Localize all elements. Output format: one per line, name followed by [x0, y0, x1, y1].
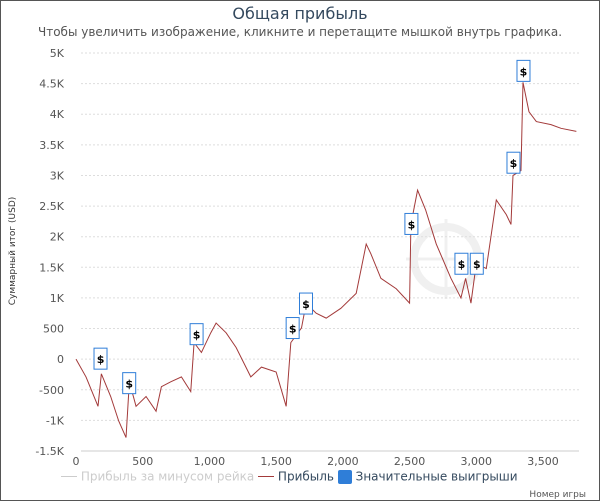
big-win-label: $	[520, 65, 528, 78]
big-win-marker	[469, 252, 484, 275]
legend-label: Прибыль	[277, 469, 334, 484]
y-tick-label: 4.5K	[39, 78, 64, 91]
y-axis-label: Суммарный итог (USD)	[8, 197, 18, 306]
x-tick-label: 2,000	[327, 455, 359, 468]
y-tick-label: 3K	[50, 169, 65, 182]
big-win-label: $	[302, 298, 310, 311]
y-tick-label: 2K	[50, 231, 65, 244]
legend-label: Прибыль за минусом рейка	[80, 469, 255, 484]
big-win-label: $	[193, 329, 201, 342]
legend: Прибыль за минусом рейка Прибыль Значите…	[61, 469, 518, 484]
y-tick-label: 1.5K	[39, 261, 64, 274]
y-tick-label: -1K	[46, 414, 65, 427]
x-tick-label: 3,500	[527, 455, 559, 468]
y-tick-label: 4K	[50, 108, 65, 121]
big-win-marker	[404, 212, 419, 235]
legend-item-rake[interactable]: Прибыль за минусом рейка	[61, 469, 255, 484]
legend-item-profit[interactable]: Прибыль	[258, 469, 334, 484]
big-win-label: $	[125, 378, 133, 391]
x-tick-label: 1,500	[260, 455, 292, 468]
y-tick-label: -1.5K	[35, 445, 64, 458]
big-win-label: $	[473, 258, 481, 271]
y-tick-label: 3.5K	[39, 139, 64, 152]
x-tick-label: 500	[132, 455, 153, 468]
big-win-label: $	[510, 157, 518, 170]
big-win-marker	[516, 59, 531, 82]
big-win-label: $	[97, 353, 105, 366]
x-tick-label: 2,500	[394, 455, 426, 468]
legend-label: Значительные выигрыши	[355, 469, 518, 484]
chart-subtitle: Чтобы увеличить изображение, кликните и …	[37, 25, 563, 39]
big-win-marker	[285, 317, 300, 340]
legend-item-big-wins[interactable]: Значительные выигрыши	[337, 469, 518, 484]
y-tick-label: 2.5K	[39, 200, 64, 213]
big-win-marker	[189, 323, 204, 346]
y-tick-label: 500	[43, 323, 64, 336]
profit-line	[75, 82, 577, 438]
big-win-label: $	[289, 323, 297, 336]
big-win-marker	[454, 252, 469, 275]
y-tick-label: 5K	[50, 47, 65, 60]
big-win-label: $	[408, 218, 416, 231]
big-win-marker	[93, 347, 108, 370]
chart-title: Общая прибыль	[232, 4, 368, 23]
big-win-marker	[298, 292, 313, 315]
big-win-label: $	[458, 258, 466, 271]
x-axis-label: Номер игры	[529, 490, 586, 500]
x-tick-label: 0	[73, 455, 80, 468]
y-tick-label: -500	[39, 384, 64, 397]
big-win-marker	[506, 151, 521, 174]
y-tick-label: 0	[57, 353, 64, 366]
x-tick-label: 3,000	[461, 455, 493, 468]
x-tick-label: 1,000	[194, 455, 226, 468]
y-tick-label: 1K	[50, 292, 65, 305]
big-win-marker	[122, 372, 137, 395]
